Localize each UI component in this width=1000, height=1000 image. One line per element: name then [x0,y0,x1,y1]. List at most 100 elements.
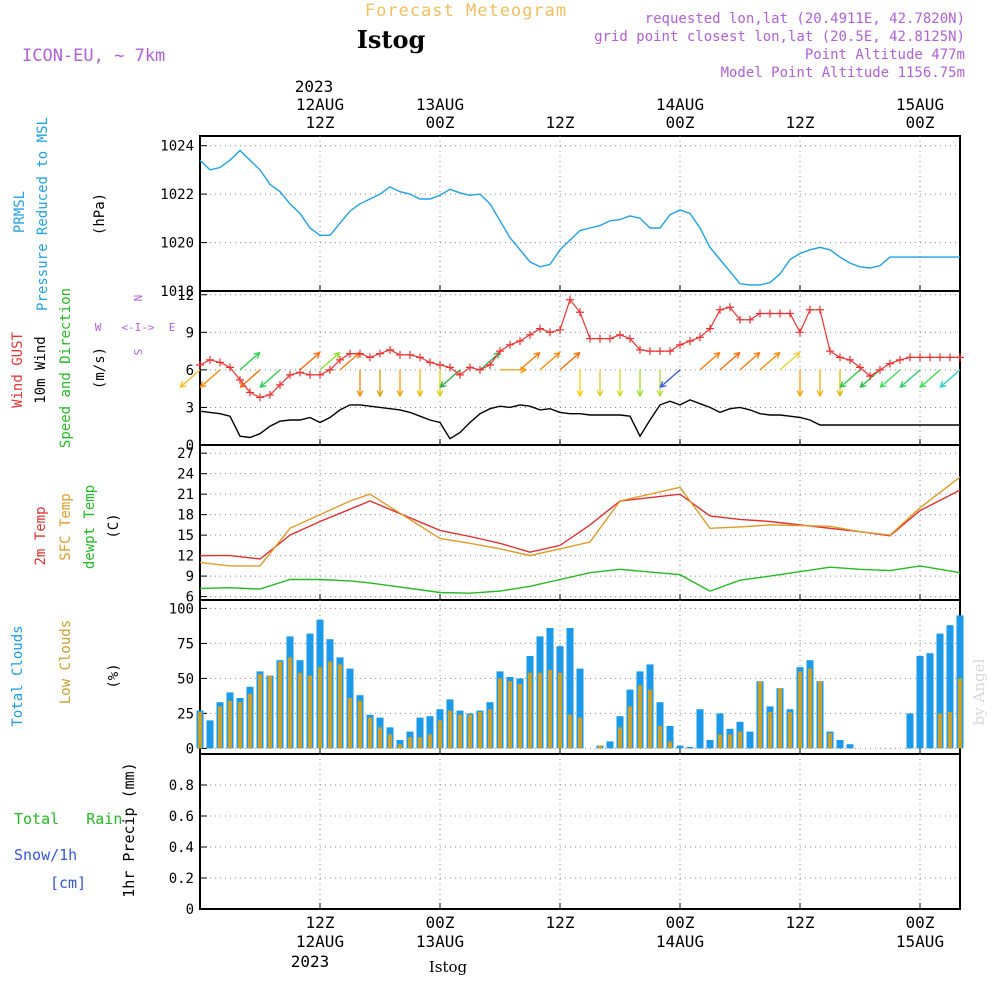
low-cloud-bar [318,667,322,749]
wind-gust-marker [486,360,494,369]
wind-panel: 0 3 6 9 12 [177,288,964,454]
bottom-axis-date: 14AUG [656,932,704,951]
total-cloud-bar [206,720,214,749]
y-tick-label: 1018 [160,284,194,300]
wind-arrow-head [416,390,424,398]
wind-gust-marker [426,358,434,367]
y-tick-label: 1020 [160,236,194,252]
panel-frame [199,444,961,601]
y-tick-label: 15 [177,528,194,544]
total-cloud-bar [746,731,754,749]
low-cloud-bar [518,684,522,749]
compass-arrow: <-I-> [121,321,154,334]
wind-gust-marker [776,309,784,318]
y-tick-label: 0 [186,902,194,918]
pressure-label-msl: Pressure Reduced to MSL [35,117,51,311]
top-axis-hour: 12Z [786,113,815,132]
low-cloud-bar [788,712,792,749]
y-tick-label: 50 [177,671,194,687]
low-cloud-bar [468,714,472,749]
total-clouds-label: Total Clouds [10,625,26,726]
low-cloud-bar [558,672,562,749]
wind-gust-marker [816,305,824,314]
low-cloud-bar [328,661,332,749]
wind-arrow-head [899,381,907,388]
wind-gust-marker [926,353,934,362]
top-axis-hour: 00Z [666,113,695,132]
grid-point-coords: grid point closest lon,lat (20.5E, 42.81… [594,29,965,45]
total-rain-label: Total Rain [14,810,122,828]
wind-arrow-head [773,351,781,359]
low-cloud-bar [818,681,822,749]
low-cloud-bar [958,678,962,749]
low-cloud-bar [538,672,542,749]
wind-unit-label: (m/s) [92,347,108,389]
clouds-panel: 0 25 50 75 100 [169,599,964,757]
temp-2m-line [200,489,961,560]
bottom-axis-date: 15AUG [896,932,944,951]
wind-arrow-head [356,390,364,398]
bottom-axis-year: 2023 [291,952,330,971]
wind-gust-marker [846,355,854,364]
wind-gust-marker [836,353,844,362]
y-tick-label: 75 [177,636,194,652]
temp-sfc-line [199,476,961,567]
wind-gust-marker [206,355,214,364]
low-cloud-bar [768,712,772,749]
total-cloud-bar [916,656,924,749]
low-cloud-bar [398,744,402,749]
low-cloud-bar [488,709,492,749]
pressure-label-prmsl: PRMSL [12,191,28,233]
wind-arrow [339,352,360,371]
pressure-unit-label: (hPa) [92,193,108,235]
total-cloud-bar [426,716,434,749]
bottom-axis-hour: 00Z [426,913,455,932]
low-cloud-bar [288,657,292,749]
total-cloud-bar [846,744,854,749]
wind-arrow-head [713,351,721,359]
wind-gust-marker [566,295,574,304]
total-cloud-bar [576,668,584,749]
wind-gust-marker [746,315,754,324]
top-axis-date: 14AUG [656,95,704,114]
low-clouds-label: Low Clouds [58,620,74,704]
low-cloud-bar [808,668,812,749]
low-cloud-bar [278,661,282,749]
wind-arrow [840,369,861,388]
wind-gust-marker [766,309,774,318]
wind-gust-marker [946,353,954,362]
watermark: by Angel [970,658,988,725]
model-altitude: Model Point Altitude 1156.75m [721,65,965,81]
y-tick-label: 9 [186,569,194,585]
wind-gust-marker [296,368,304,377]
wind-gust-marker [446,363,454,372]
low-cloud-bar [938,713,942,749]
wind-gust-marker [626,334,634,343]
y-tick-label: 9 [186,325,194,341]
low-cloud-bar [418,737,422,749]
y-tick-label: 0.4 [169,840,194,856]
wind-gust-marker [856,363,864,372]
wind-gust-marker [806,305,814,314]
y-tick-label: 27 [177,446,194,462]
bottom-axis-date: 12AUG [296,932,344,951]
total-cloud-bar [906,713,914,749]
temperature-panel: 6 9 12 15 18 21 24 27 [177,444,961,606]
low-cloud-bar [438,720,442,749]
low-cloud-bar [408,737,412,749]
wind-gust-marker [886,359,894,368]
wind-arrow-head [573,351,581,359]
temp-dewpt-line [199,565,961,594]
wind-gust-marker [536,324,544,333]
temp-2m-label: 2m Temp [33,506,49,565]
wind-arrow-head [253,351,261,359]
wind-arrow-head [793,351,801,359]
wind-arrow [940,369,961,388]
wind-gust-marker [546,328,554,337]
wind-gust-marker [796,328,804,337]
footer-location: Istog [429,958,468,976]
top-axis-date: 13AUG [416,95,464,114]
wind-arrow [539,352,560,371]
total-cloud-bar [716,713,724,749]
